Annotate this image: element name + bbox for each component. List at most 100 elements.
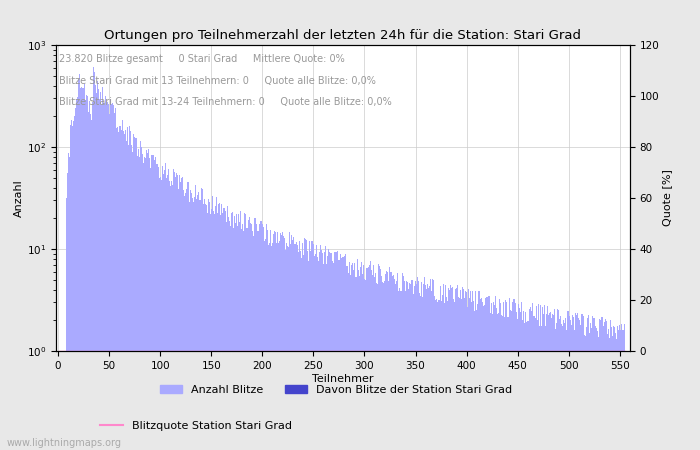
Bar [440,301,442,450]
Bar [219,202,220,450]
Bar [349,275,351,450]
Bar [187,182,188,450]
Bar [542,314,544,450]
Bar [417,277,418,450]
Bar [206,212,208,450]
Bar [391,275,393,450]
Bar [61,351,62,450]
Bar [179,175,180,450]
Bar [281,235,282,450]
Bar [224,208,225,450]
Bar [62,351,64,450]
Bar [363,266,364,450]
Bar [584,336,586,450]
Bar [366,268,367,450]
Bar [525,312,526,450]
Bar [135,138,136,450]
Bar [180,182,181,450]
Bar [136,138,137,450]
Bar [100,91,102,450]
Bar [526,322,527,450]
Bar [188,182,189,450]
Bar [357,259,358,450]
Bar [259,224,260,450]
Bar [221,204,222,450]
Bar [447,302,448,450]
Bar [270,230,271,450]
Bar [617,326,618,450]
Bar [271,247,272,450]
Bar [545,326,546,450]
Bar [248,217,249,450]
Bar [601,317,602,450]
Bar [444,285,446,450]
Bar [190,190,191,450]
Bar [561,324,562,450]
Bar [111,104,112,450]
Bar [299,241,300,450]
Bar [558,310,559,450]
Bar [353,270,354,450]
Bar [555,329,556,450]
Bar [327,256,328,450]
Bar [554,309,555,450]
Bar [413,294,414,450]
Bar [513,299,514,450]
Bar [116,128,117,450]
Bar [91,120,92,450]
Bar [139,157,140,450]
Bar [160,177,161,450]
Bar [446,297,447,450]
Bar [372,275,373,450]
Bar [459,298,460,450]
Bar [234,216,235,450]
Bar [604,322,605,450]
Bar [573,317,574,450]
Bar [128,145,129,450]
Bar [607,334,608,450]
Bar [462,287,463,450]
Bar [151,155,153,450]
Bar [514,299,515,450]
Bar [455,289,456,450]
Bar [453,299,454,450]
Bar [487,296,489,450]
Bar [93,67,95,450]
Bar [519,308,520,450]
Bar [557,309,558,450]
Bar [380,269,382,450]
Bar [416,284,417,450]
Bar [503,302,504,450]
Bar [112,103,113,450]
Bar [251,231,253,450]
Bar [269,243,270,450]
Bar [456,288,457,450]
Bar [546,314,547,450]
Bar [502,316,503,450]
Bar [342,257,344,450]
Bar [320,245,321,450]
Bar [232,212,233,450]
Bar [344,254,346,450]
Bar [197,195,199,450]
Bar [302,255,304,450]
Bar [468,289,469,450]
Bar [266,224,267,450]
Bar [256,224,257,450]
Bar [321,250,322,450]
Bar [382,282,384,450]
Bar [351,263,353,450]
Bar [175,176,176,450]
Bar [306,240,307,450]
Bar [319,252,320,450]
Bar [325,246,326,450]
Bar [126,140,127,450]
Bar [215,206,216,450]
Bar [369,265,370,450]
Bar [615,333,616,450]
Bar [69,157,70,450]
Bar [316,245,317,450]
Bar [74,116,75,450]
Bar [464,298,465,450]
Bar [409,284,410,450]
